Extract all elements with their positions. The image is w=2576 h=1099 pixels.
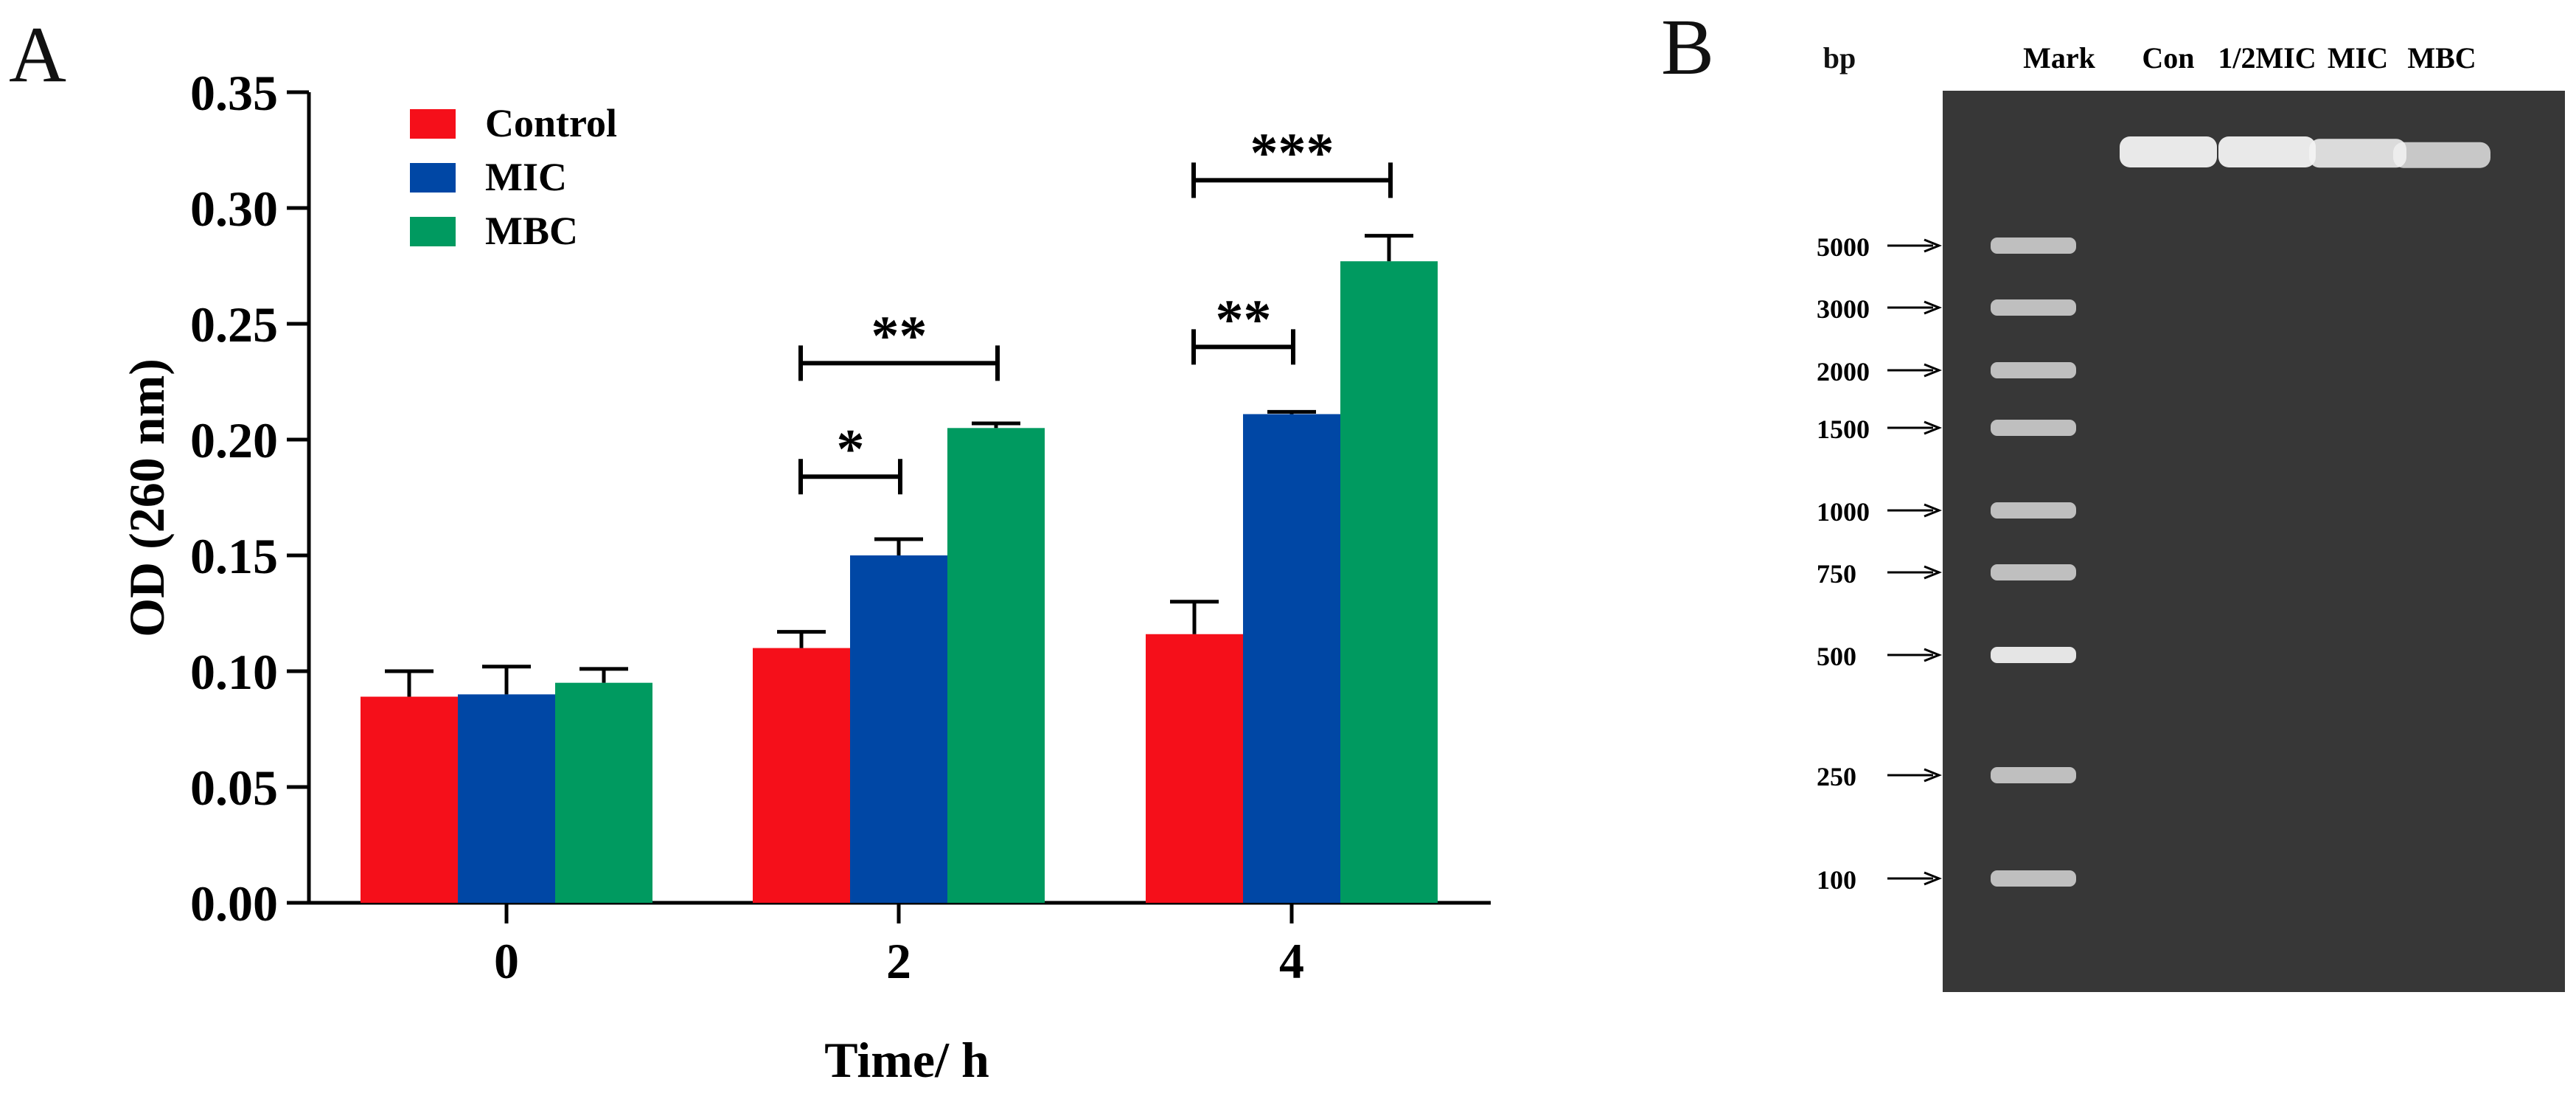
significance-bracket: ** xyxy=(798,305,1000,381)
marker-2000: 2000 xyxy=(1817,357,2076,386)
bar-mbc-2 xyxy=(947,428,1045,903)
arrow-head-icon xyxy=(1924,565,1943,580)
error-bars xyxy=(385,234,1413,697)
y-tick-label: 0.30 xyxy=(190,181,278,237)
x-tick-label: 2 xyxy=(886,933,911,989)
legend-swatch xyxy=(410,109,456,139)
gel-electrophoresis: bp Mark Con 1/2MIC MIC MBC 5000 3000 2000 1500 1… xyxy=(1817,41,2565,992)
panel-b-label: B xyxy=(1661,4,1714,91)
ladder-band xyxy=(1991,420,2076,436)
x-axis-label: Time/ h xyxy=(824,1032,989,1088)
dna-band xyxy=(2120,136,2217,167)
y-tick-label: 0.20 xyxy=(190,412,278,468)
gel-image xyxy=(1943,91,2565,992)
bars xyxy=(361,261,1438,904)
panel-a-label: A xyxy=(9,11,66,99)
significance-label: ** xyxy=(1216,288,1272,350)
significance-bracket: *** xyxy=(1191,122,1393,198)
legend-item: MIC xyxy=(410,155,567,199)
arrow-head-icon xyxy=(1924,300,1943,315)
ladder-band xyxy=(1991,767,2076,783)
ladder-band xyxy=(1991,502,2076,519)
ladder-band xyxy=(1991,564,2076,580)
significance-label: *** xyxy=(1250,122,1334,184)
significance-bracket: ** xyxy=(1191,288,1295,365)
y-axis-label: OD (260 nm) xyxy=(119,358,175,637)
marker-label: 250 xyxy=(1817,762,1856,791)
arrow-head-icon xyxy=(1924,420,1943,435)
x-tick-label: 4 xyxy=(1279,933,1304,989)
legend-label: MIC xyxy=(485,155,567,199)
arrow-head-icon xyxy=(1924,871,1943,886)
gel-lanes: Mark Con 1/2MIC MIC MBC xyxy=(2023,41,2490,168)
ladder-band xyxy=(1991,299,2076,316)
arrow-head-icon xyxy=(1924,238,1943,253)
arrow-head-icon xyxy=(1924,648,1943,662)
lane-label: Mark xyxy=(2023,41,2096,74)
ladder-band xyxy=(1991,647,2076,663)
dna-band xyxy=(2393,142,2490,168)
legend-label: Control xyxy=(485,101,617,145)
bar-control-0 xyxy=(361,696,458,903)
marker-3000: 3000 xyxy=(1817,294,2076,324)
marker-label: 1500 xyxy=(1817,415,1870,444)
marker-label: 100 xyxy=(1817,865,1856,895)
marker-label: 3000 xyxy=(1817,294,1870,324)
y-tick-label: 0.25 xyxy=(190,297,278,353)
significance-bracket: * xyxy=(798,418,902,495)
marker-label: 750 xyxy=(1817,559,1856,589)
bar-mbc-4 xyxy=(1340,261,1438,904)
legend: Control MIC MBC xyxy=(410,101,617,253)
x-tick-label: 0 xyxy=(494,933,519,989)
marker-5000: 5000 xyxy=(1817,232,2076,262)
legend-swatch xyxy=(410,163,456,193)
marker-750: 750 xyxy=(1817,559,2076,589)
marker-1500: 1500 xyxy=(1817,415,2076,444)
significance-brackets: *** ***** xyxy=(798,122,1393,495)
legend-item: Control xyxy=(410,101,617,145)
y-tick-label: 0.35 xyxy=(190,65,278,121)
marker-label: 1000 xyxy=(1817,497,1870,527)
x-ticks: 0 2 4 xyxy=(494,903,1304,989)
bar-control-4 xyxy=(1146,634,1243,903)
legend-swatch xyxy=(410,217,456,246)
bar-mic-2 xyxy=(850,555,947,903)
significance-label: ** xyxy=(871,305,927,367)
marker-250: 250 xyxy=(1817,762,2076,791)
gel-unit-label: bp xyxy=(1823,41,1856,74)
marker-500: 500 xyxy=(1817,642,2076,671)
marker-label: 2000 xyxy=(1817,357,1870,386)
bar-mbc-0 xyxy=(555,682,652,903)
legend-item: MBC xyxy=(410,209,578,253)
marker-label: 500 xyxy=(1817,642,1856,671)
ladder-band xyxy=(1991,870,2076,887)
lane-label: 1/2MIC xyxy=(2218,41,2316,74)
marker-100: 100 xyxy=(1817,865,2076,895)
legend-label: MBC xyxy=(485,209,578,253)
y-tick-label: 0.00 xyxy=(190,876,278,932)
lane-label: Con xyxy=(2142,41,2194,74)
y-tick-label: 0.15 xyxy=(190,528,278,584)
gel-markers: 5000 3000 2000 1500 1000 750 500 250 100 xyxy=(1817,232,2076,895)
dna-band xyxy=(2309,139,2406,168)
dna-band xyxy=(2218,136,2316,167)
bar-mic-4 xyxy=(1243,414,1340,903)
arrow-head-icon xyxy=(1924,503,1943,518)
bar-mic-0 xyxy=(458,694,555,903)
marker-1000: 1000 xyxy=(1817,497,2076,527)
bar-control-2 xyxy=(753,648,850,903)
lane-label: MIC xyxy=(2328,41,2388,74)
y-ticks: 0.00 0.05 0.10 0.15 0.20 0.25 0.30 0.35 xyxy=(190,65,309,932)
arrow-head-icon xyxy=(1924,363,1943,378)
significance-label: * xyxy=(837,418,865,480)
lane-label: MBC xyxy=(2407,41,2476,74)
marker-label: 5000 xyxy=(1817,232,1870,262)
ladder-band xyxy=(1991,362,2076,378)
arrow-head-icon xyxy=(1924,768,1943,783)
y-tick-label: 0.05 xyxy=(190,760,278,816)
y-tick-label: 0.10 xyxy=(190,644,278,700)
ladder-band xyxy=(1991,238,2076,254)
